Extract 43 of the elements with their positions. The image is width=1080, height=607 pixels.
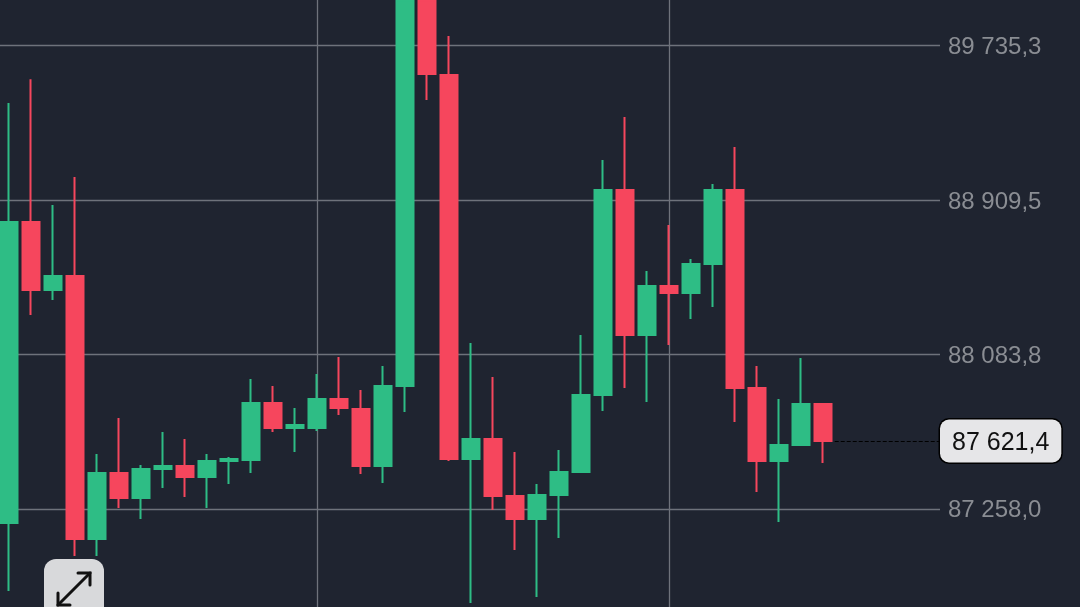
y-tick-label: 87 258,0 bbox=[948, 495, 1042, 523]
candlestick bbox=[153, 430, 173, 490]
candlestick bbox=[703, 183, 723, 308]
candlestick bbox=[241, 377, 261, 475]
candlestick bbox=[417, 0, 437, 102]
candlestick bbox=[637, 270, 657, 403]
candlestick bbox=[593, 159, 613, 412]
candlestick bbox=[0, 102, 19, 592]
candlestick bbox=[681, 258, 701, 320]
candlestick bbox=[813, 401, 833, 464]
candlestick bbox=[571, 334, 591, 473]
candlestick bbox=[65, 175, 85, 557]
candlestick bbox=[21, 78, 41, 316]
candlestick bbox=[461, 342, 481, 604]
candlestick bbox=[505, 450, 525, 551]
candlestick bbox=[87, 452, 107, 557]
candlestick bbox=[197, 452, 217, 510]
candlestick bbox=[747, 365, 767, 493]
y-tick-label: 88 083,8 bbox=[948, 341, 1042, 369]
candlestick bbox=[395, 0, 415, 414]
candlestick bbox=[659, 224, 679, 346]
candlestick bbox=[285, 406, 305, 453]
candlestick bbox=[483, 375, 503, 511]
candlestick bbox=[527, 482, 547, 598]
candlestick bbox=[769, 397, 789, 523]
candlestick bbox=[109, 417, 129, 510]
candlestick bbox=[791, 357, 811, 447]
candlestick bbox=[725, 146, 745, 423]
candlestick bbox=[615, 116, 635, 389]
candlestick bbox=[43, 204, 63, 302]
ref-line-label: 87 621,4 bbox=[952, 427, 1050, 456]
candlestick bbox=[373, 365, 393, 484]
candlestick bbox=[329, 356, 349, 417]
candlestick bbox=[175, 438, 195, 499]
y-tick-label: 88 909,5 bbox=[948, 186, 1042, 214]
candlestick bbox=[351, 389, 371, 475]
candlestick bbox=[131, 464, 151, 520]
candlestick bbox=[439, 35, 459, 462]
y-tick-label: 89 735,3 bbox=[948, 32, 1042, 60]
candlestick bbox=[307, 372, 327, 432]
candlestick bbox=[549, 449, 569, 539]
candlestick bbox=[263, 385, 283, 433]
candlestick bbox=[219, 455, 239, 485]
